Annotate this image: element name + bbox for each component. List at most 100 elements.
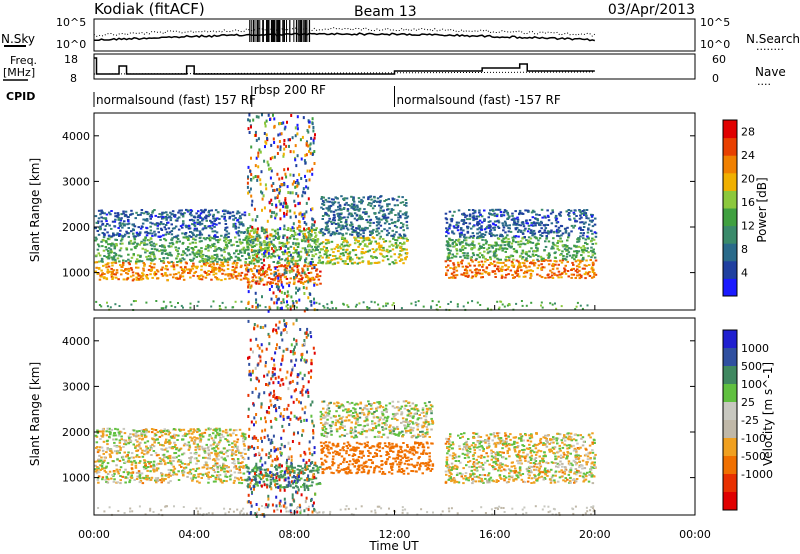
power-cell xyxy=(228,211,231,214)
power-cell xyxy=(575,220,579,223)
power-cell xyxy=(483,233,487,236)
velocity-cell xyxy=(243,433,246,436)
power-cell xyxy=(516,220,520,223)
power-cell xyxy=(445,227,448,230)
power-cell xyxy=(342,227,345,230)
power-cell xyxy=(266,246,269,249)
power-cell xyxy=(293,237,296,240)
velocity-cell xyxy=(102,434,105,437)
velocity-cell xyxy=(155,467,159,470)
power-cell xyxy=(381,255,385,258)
power-cell xyxy=(195,267,198,270)
velocity-cell xyxy=(173,452,176,455)
power-cell xyxy=(448,225,451,228)
power-scatter xyxy=(313,162,316,165)
power-cell xyxy=(323,253,326,256)
power-cell xyxy=(181,215,185,218)
power-cell xyxy=(477,237,481,240)
power-cell xyxy=(204,248,207,251)
velocity-cell xyxy=(108,453,112,456)
velocity-cell xyxy=(177,454,181,457)
velocity-cell xyxy=(138,476,141,478)
power-cell xyxy=(502,261,505,264)
power-cell xyxy=(115,214,119,217)
power-scatter xyxy=(257,137,260,141)
power-cell xyxy=(156,224,159,227)
velocity-cell xyxy=(140,434,144,437)
power-cell xyxy=(205,255,208,258)
power-scatter xyxy=(305,250,308,254)
power-cell xyxy=(579,214,582,217)
power-cell xyxy=(205,260,209,262)
power-cell xyxy=(354,249,357,251)
power-cell xyxy=(350,195,353,198)
power-cell xyxy=(246,232,249,235)
power-scatter xyxy=(275,205,278,209)
power-cell xyxy=(375,262,379,264)
power-cell xyxy=(369,218,373,221)
velocity-cell xyxy=(121,455,125,458)
velocity-cell xyxy=(221,481,224,484)
power-cell xyxy=(163,237,166,240)
velocity-cell xyxy=(194,476,197,479)
power-cell xyxy=(470,247,473,250)
power-cell xyxy=(167,221,170,224)
velocity-cell xyxy=(173,435,177,438)
velocity-cell xyxy=(225,439,229,442)
power-cell xyxy=(116,212,120,215)
power-cell xyxy=(535,237,538,240)
power-cell xyxy=(236,210,240,213)
power-cell xyxy=(226,261,230,264)
power-cell xyxy=(154,214,157,217)
power-cell xyxy=(164,273,167,276)
power-cell xyxy=(345,201,348,204)
power-cell xyxy=(591,254,595,257)
power-cell xyxy=(493,270,496,273)
power-cell xyxy=(125,268,128,271)
power-cell xyxy=(566,245,569,247)
power-scatter xyxy=(257,259,260,263)
power-cell xyxy=(273,234,276,237)
power-cell xyxy=(322,201,326,204)
power-cell xyxy=(578,217,582,220)
power-cell xyxy=(256,249,260,252)
power-cell xyxy=(101,212,104,215)
velocity-cell xyxy=(106,447,109,450)
power-scatter xyxy=(295,300,298,303)
power-scatter xyxy=(251,305,254,309)
power-cell xyxy=(300,230,304,233)
power-cell xyxy=(257,265,261,268)
power-cell xyxy=(238,238,241,241)
power-cell xyxy=(547,219,551,222)
velocity-cell xyxy=(180,465,183,468)
power-cell xyxy=(481,238,484,241)
power-cell xyxy=(545,235,548,237)
power-scatter xyxy=(257,238,260,242)
power-scatter xyxy=(286,290,289,294)
power-cell xyxy=(493,212,496,215)
power-cell xyxy=(591,271,595,273)
power-cell xyxy=(504,231,507,234)
power-cell xyxy=(327,220,331,223)
power-scatter xyxy=(272,182,275,185)
power-scatter xyxy=(287,227,290,230)
power-cell xyxy=(232,225,236,227)
power-cell xyxy=(445,244,448,247)
velocity-cell xyxy=(126,477,129,480)
power-scatter xyxy=(311,254,314,258)
power-scatter xyxy=(276,188,279,192)
power-cell xyxy=(379,209,382,212)
power-cell xyxy=(330,233,334,236)
power-cell xyxy=(110,249,113,252)
power-cell xyxy=(354,253,358,256)
power-cell xyxy=(495,248,498,251)
velocity-cell xyxy=(135,434,138,437)
power-cell xyxy=(396,199,399,202)
power-scatter xyxy=(400,307,403,310)
power-scatter xyxy=(109,306,112,309)
power-cell xyxy=(338,213,342,216)
power-cell xyxy=(327,214,330,217)
power-cell xyxy=(550,229,553,232)
power-cell xyxy=(330,198,334,201)
power-cell xyxy=(337,226,340,229)
